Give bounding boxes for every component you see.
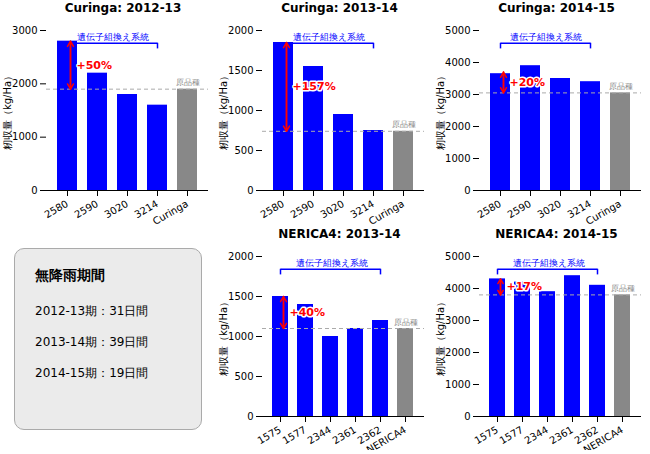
svg-text:籾収量（kg/Ha）: 籾収量（kg/Ha）: [435, 297, 446, 376]
svg-text:1000: 1000: [445, 153, 470, 164]
svg-text:原品種: 原品種: [611, 284, 635, 293]
svg-text:原品種: 原品種: [176, 78, 200, 87]
svg-text:500: 500: [234, 145, 253, 156]
svg-text:2000: 2000: [228, 251, 253, 262]
svg-text:遺伝子組換え系統: 遺伝子組換え系統: [77, 32, 149, 42]
svg-text:原品種: 原品種: [392, 120, 416, 129]
html-text:Curinga: 2012-13: Curinga: 2012-13: [64, 1, 182, 15]
svg-text:0: 0: [247, 411, 253, 422]
svg-text:1500: 1500: [228, 65, 253, 76]
svg-text:1000: 1000: [445, 379, 470, 390]
svg-text:1000: 1000: [12, 131, 37, 142]
svg-text:2344: 2344: [523, 424, 551, 446]
svg-text:1000: 1000: [228, 105, 253, 116]
svg-text:5000: 5000: [445, 251, 470, 262]
svg-text:1575: 1575: [473, 424, 501, 446]
svg-text:遺伝子組換え系統: 遺伝子組換え系統: [293, 32, 365, 42]
svg-text:3000: 3000: [12, 25, 37, 36]
svg-text:NERICA4: NERICA4: [365, 424, 409, 450]
svg-text:遺伝子組換え系統: 遺伝子組換え系統: [510, 32, 582, 42]
svg-text:3020: 3020: [103, 198, 131, 220]
svg-text:0: 0: [464, 185, 470, 196]
svg-text:2000: 2000: [445, 121, 470, 132]
svg-text:+50%: +50%: [77, 59, 113, 72]
svg-text:NERICA4: NERICA4: [582, 424, 626, 450]
svg-text:1500: 1500: [228, 291, 253, 302]
html-text:2014-15期：19日間: 2014-15期：19日間: [35, 366, 149, 380]
svg-text:2362: 2362: [572, 423, 601, 447]
html-text:無降雨期間: 無降雨期間: [35, 267, 105, 283]
svg-text:3020: 3020: [536, 198, 564, 220]
html-text:2012-13期：31日間: 2012-13期：31日間: [35, 304, 149, 318]
svg-text:2580: 2580: [476, 198, 504, 220]
svg-text:原品種: 原品種: [394, 318, 418, 327]
svg-text:2000: 2000: [445, 347, 470, 358]
svg-text:Curinga: Curinga: [584, 198, 623, 224]
svg-text:4000: 4000: [445, 283, 470, 294]
svg-text:Curinga: Curinga: [367, 198, 406, 224]
svg-text:2000: 2000: [228, 25, 253, 36]
svg-text:2590: 2590: [506, 198, 534, 220]
svg-text:+40%: +40%: [290, 306, 326, 319]
svg-text:籾収量（kg/Ha）: 籾収量（kg/Ha）: [435, 71, 446, 150]
html-text:Curinga: 2014-15: Curinga: 2014-15: [498, 1, 615, 15]
svg-text:3214: 3214: [132, 197, 161, 221]
svg-text:0: 0: [464, 411, 470, 422]
svg-text:0: 0: [31, 185, 37, 196]
svg-text:2580: 2580: [43, 198, 71, 220]
svg-text:3020: 3020: [319, 198, 347, 220]
svg-text:2344: 2344: [306, 424, 334, 446]
svg-text:+17%: +17%: [507, 280, 543, 293]
svg-text:3000: 3000: [445, 315, 470, 326]
svg-text:2361: 2361: [331, 424, 359, 446]
svg-text:+20%: +20%: [510, 76, 546, 89]
svg-text:2580: 2580: [259, 198, 287, 220]
svg-text:2590: 2590: [289, 198, 317, 220]
svg-text:2362: 2362: [355, 423, 384, 447]
svg-text:2590: 2590: [73, 198, 101, 220]
svg-text:3000: 3000: [445, 89, 470, 100]
svg-text:500: 500: [234, 371, 253, 382]
svg-text:4000: 4000: [445, 57, 470, 68]
svg-text:原品種: 原品種: [609, 82, 633, 91]
svg-text:2361: 2361: [548, 424, 576, 446]
svg-text:遺伝子組換え系統: 遺伝子組換え系統: [296, 258, 368, 268]
svg-text:籾収量（kg/Ha）: 籾収量（kg/Ha）: [2, 71, 13, 150]
svg-text:籾収量（kg/Ha）: 籾収量（kg/Ha）: [218, 297, 229, 376]
svg-text:1575: 1575: [256, 424, 284, 446]
svg-text:1577: 1577: [498, 424, 526, 446]
svg-text:1000: 1000: [228, 331, 253, 342]
svg-text:3214: 3214: [565, 197, 594, 221]
svg-text:籾収量（kg/Ha）: 籾収量（kg/Ha）: [218, 71, 229, 150]
svg-text:Curinga: Curinga: [151, 198, 190, 224]
html-text:NERICA4: 2014-15: NERICA4: 2014-15: [495, 227, 618, 241]
svg-text:5000: 5000: [445, 25, 470, 36]
svg-text:+157%: +157%: [293, 80, 336, 93]
svg-text:遺伝子組換え系統: 遺伝子組換え系統: [513, 258, 585, 268]
html-text:2013-14期：39日間: 2013-14期：39日間: [35, 335, 149, 349]
html-text:NERICA4: 2013-14: NERICA4: 2013-14: [278, 227, 401, 241]
svg-text:1577: 1577: [281, 424, 309, 446]
svg-text:2000: 2000: [12, 78, 37, 89]
svg-text:0: 0: [247, 185, 253, 196]
html-text:Curinga: 2013-14: Curinga: 2013-14: [281, 1, 398, 15]
svg-text:3214: 3214: [348, 197, 377, 221]
